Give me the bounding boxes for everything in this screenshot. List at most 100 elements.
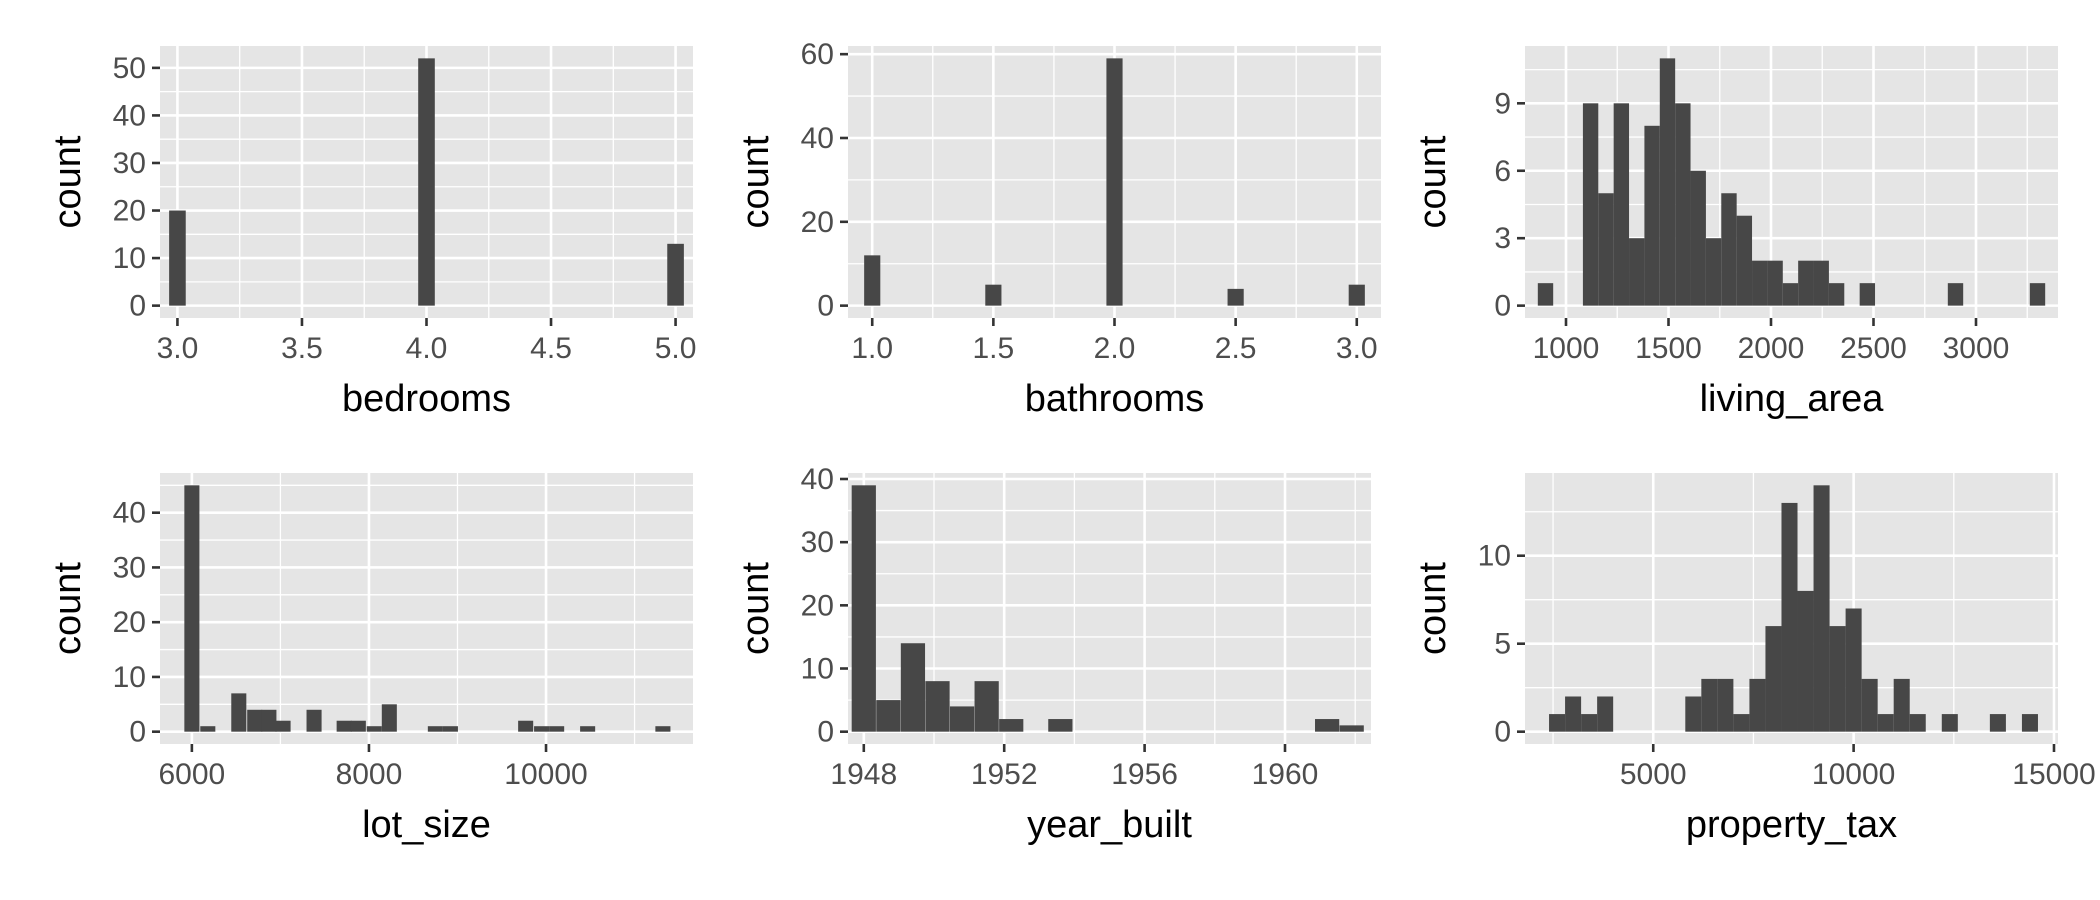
y-tick-label: 20 bbox=[801, 206, 834, 239]
y-tick-label: 60 bbox=[801, 38, 834, 71]
x-tick-label: 1.5 bbox=[973, 332, 1015, 365]
histogram-bar bbox=[655, 726, 671, 732]
x-axis: 6000 8000 10000 lot_size bbox=[158, 744, 588, 846]
y-axis-title: count bbox=[1412, 135, 1454, 228]
histogram-bar bbox=[1644, 125, 1660, 306]
x-axis: 3.0 3.5 4.0 4.5 5.0 bedrooms bbox=[157, 318, 697, 420]
histogram-bar bbox=[949, 706, 975, 732]
histogram-bar bbox=[999, 719, 1024, 732]
y-tick-label: 0 bbox=[129, 290, 146, 323]
histogram-panel-bathrooms: 1.0 1.5 2.0 2.5 3.0 bathrooms 0 20 40 60 count bbox=[735, 38, 1381, 420]
histogram-bar bbox=[2029, 283, 2046, 306]
histogram-bar bbox=[1798, 260, 1814, 306]
histogram-bar bbox=[974, 681, 999, 732]
histogram-bar bbox=[306, 709, 322, 732]
x-tick-label: 5.0 bbox=[655, 332, 697, 365]
x-tick-label: 2.0 bbox=[1094, 332, 1136, 365]
panel-background bbox=[160, 473, 693, 744]
y-tick-label: 10 bbox=[113, 661, 146, 694]
y-tick-label: 9 bbox=[1494, 87, 1511, 120]
x-tick-label: 3000 bbox=[1943, 332, 2010, 365]
histogram-bar bbox=[1861, 678, 1878, 732]
histogram-bar bbox=[1598, 193, 1614, 306]
histogram-bar bbox=[1989, 714, 2006, 732]
y-axis-title: count bbox=[47, 562, 89, 655]
y-tick-label: 0 bbox=[817, 290, 834, 323]
histogram-bar bbox=[1106, 58, 1123, 306]
histogram-bar bbox=[200, 726, 216, 732]
histogram-bar bbox=[1781, 502, 1798, 732]
histogram-bar bbox=[2021, 714, 2038, 732]
y-tick-label: 40 bbox=[801, 463, 834, 496]
x-tick-label: 1000 bbox=[1533, 332, 1600, 365]
x-tick-label: 5000 bbox=[1620, 758, 1687, 791]
x-tick-label: 1500 bbox=[1635, 332, 1702, 365]
histogram-bar bbox=[1597, 696, 1614, 732]
histogram-bar bbox=[366, 726, 382, 732]
histogram-bar bbox=[925, 681, 950, 732]
histogram-bar bbox=[1690, 170, 1706, 306]
x-axis: 1000 1500 2000 2500 3000 living_area bbox=[1533, 318, 2010, 420]
y-axis: 0 10 20 30 40 count bbox=[735, 463, 848, 749]
x-tick-label: 15000 bbox=[2012, 758, 2095, 791]
x-tick-label: 2000 bbox=[1738, 332, 1805, 365]
histogram-bar bbox=[1893, 678, 1910, 732]
y-tick-label: 0 bbox=[817, 716, 834, 749]
histogram-bar bbox=[1613, 103, 1630, 306]
histogram-bar bbox=[1048, 719, 1073, 732]
y-tick-label: 20 bbox=[113, 606, 146, 639]
y-tick-label: 40 bbox=[113, 99, 146, 132]
histogram-bar bbox=[418, 58, 435, 306]
histogram-panel-year_built: 1948 1952 1956 1960 year_built 0 10 20 30 40 count bbox=[735, 463, 1371, 846]
histogram-bar bbox=[549, 726, 565, 732]
y-tick-label: 50 bbox=[113, 52, 146, 85]
histogram-bar bbox=[1348, 284, 1365, 306]
histogram-bar bbox=[1829, 626, 1846, 732]
histogram-bar bbox=[1752, 260, 1768, 306]
histogram-bar bbox=[864, 255, 881, 306]
y-axis-title: count bbox=[735, 562, 777, 655]
histogram-bar bbox=[1749, 678, 1766, 732]
y-axis: 0 10 20 30 40 50 count bbox=[47, 52, 160, 323]
y-tick-label: 40 bbox=[801, 122, 834, 155]
histogram-bars bbox=[851, 485, 1364, 732]
histogram-bar bbox=[1767, 260, 1783, 306]
y-tick-label: 0 bbox=[1494, 290, 1511, 323]
y-tick-label: 3 bbox=[1494, 222, 1511, 255]
histogram-bar bbox=[1733, 714, 1750, 732]
x-tick-label: 3.5 bbox=[281, 332, 323, 365]
histogram-bar bbox=[1705, 238, 1722, 306]
histogram-bar bbox=[1845, 608, 1862, 732]
histogram-bar bbox=[1685, 696, 1702, 732]
histogram-bar bbox=[1941, 714, 1958, 732]
x-tick-label: 6000 bbox=[158, 758, 225, 791]
x-tick-label: 4.5 bbox=[530, 332, 572, 365]
x-tick-label: 2500 bbox=[1840, 332, 1907, 365]
histogram-bar bbox=[427, 726, 443, 732]
histogram-bar bbox=[1828, 283, 1845, 306]
histogram-bar bbox=[1227, 288, 1244, 306]
histogram-panel-living_area: 1000 1500 2000 2500 3000 living_area 0 3 6 9 count bbox=[1412, 46, 2058, 420]
y-axis-title: count bbox=[47, 135, 89, 228]
histogram-bar bbox=[1877, 714, 1894, 732]
x-axis: 1948 1952 1956 1960 year_built bbox=[830, 744, 1318, 846]
histogram-bar bbox=[580, 726, 596, 732]
histogram-bars bbox=[184, 485, 671, 732]
histogram-bar bbox=[1549, 714, 1566, 732]
histogram-bar bbox=[1765, 626, 1782, 732]
x-tick-label: 10000 bbox=[1812, 758, 1895, 791]
x-tick-label: 3.0 bbox=[157, 332, 199, 365]
histogram-bar bbox=[1582, 103, 1599, 306]
histogram-panel-lot_size: 6000 8000 10000 lot_size 0 10 20 30 40 count bbox=[47, 473, 693, 846]
histogram-panel-bedrooms: 3.0 3.5 4.0 4.5 5.0 bedrooms 0 10 20 30 40 50 count bbox=[47, 46, 696, 420]
x-axis: 1.0 1.5 2.0 2.5 3.0 bathrooms bbox=[851, 318, 1378, 420]
y-tick-label: 5 bbox=[1494, 628, 1511, 661]
x-tick-label: 1.0 bbox=[851, 332, 893, 365]
x-tick-label: 3.0 bbox=[1336, 332, 1378, 365]
histogram-bar bbox=[1581, 714, 1598, 732]
histogram-bar bbox=[985, 284, 1002, 306]
x-axis-title: bathrooms bbox=[1025, 378, 1205, 420]
histogram-panels: 3.0 3.5 4.0 4.5 5.0bedrooms01020304050count1… bbox=[47, 38, 2096, 846]
y-axis: 0 10 20 30 40 count bbox=[47, 497, 160, 749]
y-tick-label: 40 bbox=[113, 497, 146, 530]
